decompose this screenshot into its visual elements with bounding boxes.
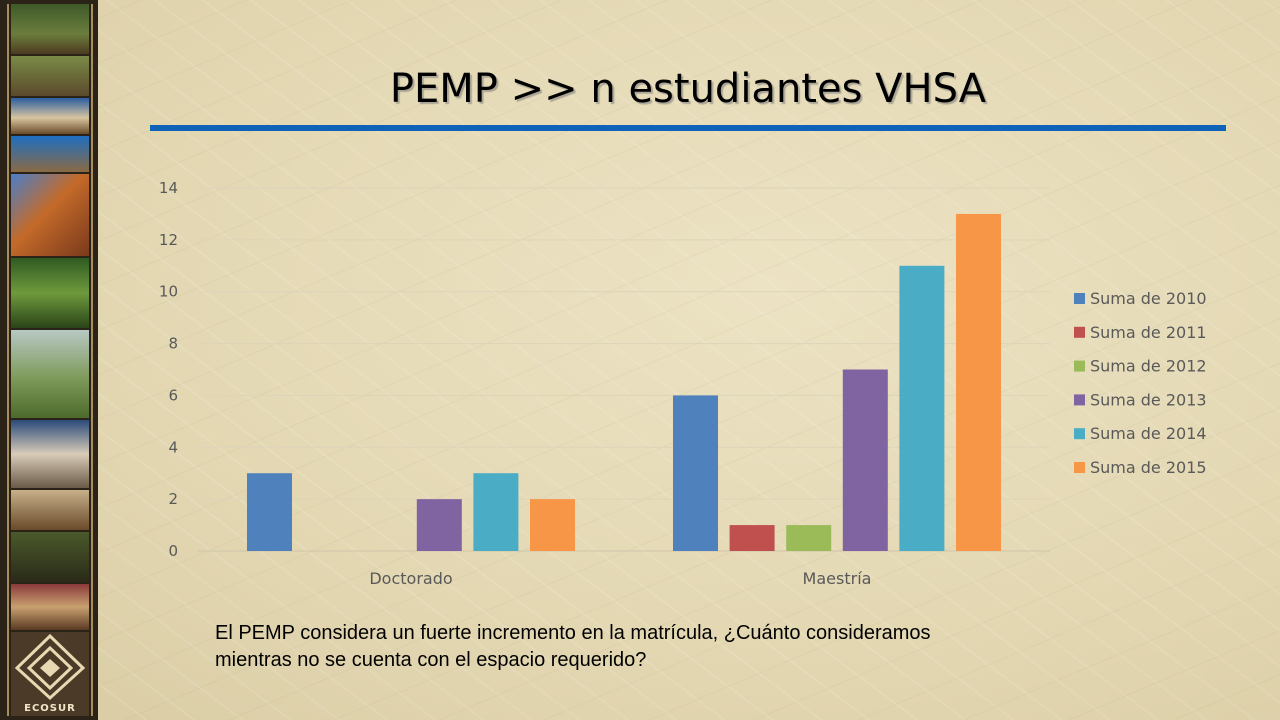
y-tick-label: 10 xyxy=(159,283,178,301)
bar-maestr-a-series-6 xyxy=(956,213,1001,551)
photo-people-field xyxy=(11,4,89,54)
photo-strip-frame: ECOSUR xyxy=(7,4,93,716)
x-category-label: Doctorado xyxy=(369,569,452,588)
slide-title: PEMP >> n estudiantes VHSA xyxy=(389,66,987,112)
y-tick-label: 6 xyxy=(168,386,178,404)
slide-note: El PEMP considera un fuerte incremento e… xyxy=(215,622,931,671)
legend-swatch xyxy=(1074,462,1085,473)
bar-maestr-a-series-3 xyxy=(786,525,832,551)
photo-village xyxy=(11,56,89,96)
photo-student xyxy=(11,420,89,488)
bar-maestr-a-series-5 xyxy=(899,265,945,551)
photo-children xyxy=(11,584,89,630)
photo-hut xyxy=(11,532,89,582)
photo-forest xyxy=(11,258,89,328)
photo-workshop xyxy=(11,490,89,530)
photo-group-outdoors xyxy=(11,98,89,134)
bar-maestr-a-series-2 xyxy=(729,525,775,551)
photo-campus xyxy=(11,330,89,418)
legend-swatch xyxy=(1074,293,1085,304)
legend-swatch xyxy=(1074,394,1085,406)
y-tick-label: 0 xyxy=(168,542,178,560)
chart-y-axis: 0 2 4 6 8 10 12 14 xyxy=(159,179,178,560)
bar-maestr-a-series-1 xyxy=(673,395,718,551)
legend-swatch xyxy=(1074,326,1085,338)
y-tick-label: 2 xyxy=(168,490,178,508)
ecosur-logo-text: ECOSUR xyxy=(24,703,76,714)
legend-label: Suma de 2012 xyxy=(1090,357,1207,376)
y-tick-label: 14 xyxy=(159,179,178,197)
legend-label: Suma de 2015 xyxy=(1090,458,1207,477)
bar-doctorado-series-5 xyxy=(473,473,519,551)
legend-label: Suma de 2010 xyxy=(1090,289,1207,308)
y-tick-label: 4 xyxy=(168,438,178,456)
photo-landscape xyxy=(11,136,89,172)
photo-building xyxy=(11,174,89,256)
bar-doctorado-series-1 xyxy=(247,473,292,551)
bar-maestr-a-series-4 xyxy=(842,369,888,551)
bar-doctorado-series-6 xyxy=(530,499,575,551)
chart-legend: Suma de 2010 Suma de 2011 Suma de 2012 Suma… xyxy=(1074,289,1207,477)
legend-swatch xyxy=(1074,360,1085,372)
bar-doctorado-series-4 xyxy=(416,499,462,551)
legend-label: Suma de 2011 xyxy=(1090,323,1207,342)
y-tick-label: 12 xyxy=(159,231,178,249)
chart-x-axis: Doctorado Maestría xyxy=(369,569,871,588)
title-underline xyxy=(150,125,1226,131)
x-category-label: Maestría xyxy=(803,569,872,588)
y-tick-label: 8 xyxy=(168,335,178,353)
legend-label: Suma de 2013 xyxy=(1090,390,1207,409)
ecosur-diamond-icon xyxy=(14,633,86,701)
legend-label: Suma de 2014 xyxy=(1090,424,1207,443)
ecosur-logo: ECOSUR xyxy=(11,632,89,716)
chart-bars xyxy=(247,213,1001,551)
photo-strip-sidebar: ECOSUR xyxy=(0,0,98,720)
legend-swatch xyxy=(1074,428,1085,440)
